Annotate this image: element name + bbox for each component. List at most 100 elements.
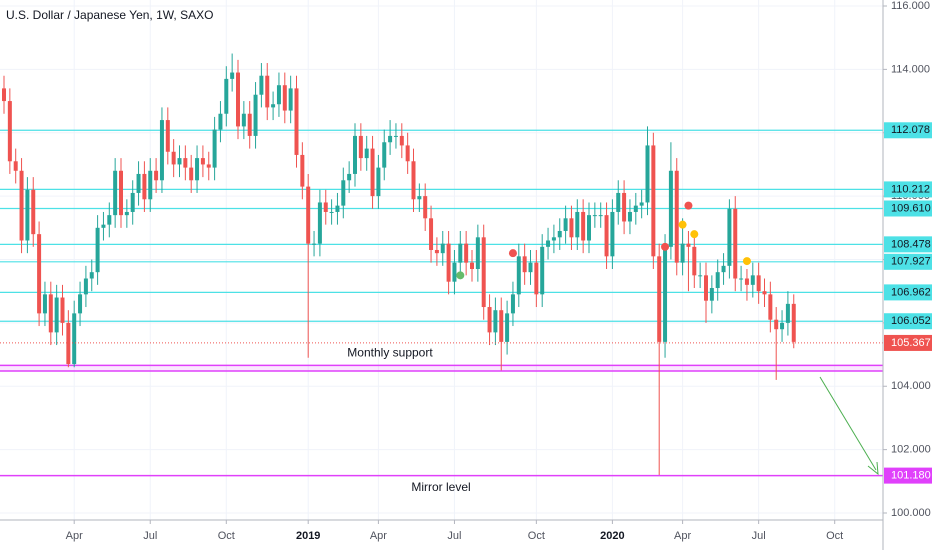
- candle-body: [668, 170, 673, 247]
- last-price-tag: [884, 334, 932, 351]
- candle-body: [218, 113, 223, 130]
- candle-body: [107, 215, 112, 225]
- candle-body: [230, 72, 235, 79]
- level-label: 108.478: [891, 238, 931, 250]
- x-tick-label: 2019: [296, 530, 320, 542]
- candle-body: [177, 158, 182, 165]
- candle-body: [622, 192, 627, 222]
- candle-body: [674, 170, 679, 263]
- x-tick-label: Jul: [447, 530, 461, 542]
- candle-body: [7, 101, 12, 162]
- candle-body: [288, 88, 293, 111]
- candle-body: [19, 170, 24, 241]
- candle-body: [557, 230, 562, 238]
- level-label: 112.078: [891, 124, 930, 136]
- candle-body: [376, 167, 381, 197]
- candle-body: [458, 243, 463, 263]
- candle-body: [183, 158, 188, 168]
- candle-body: [785, 303, 790, 323]
- event-marker: [684, 201, 693, 210]
- candle-body: [136, 173, 141, 193]
- candle-body: [633, 205, 638, 212]
- event-marker: [678, 220, 687, 229]
- candle-body: [551, 237, 556, 241]
- y-tick-label: 104.000: [891, 380, 931, 392]
- level-tag: [884, 284, 932, 301]
- level-label: 109.610: [891, 202, 931, 214]
- candle-body: [124, 211, 129, 216]
- candle-body: [130, 192, 135, 212]
- candle-body: [434, 249, 439, 254]
- candle-body: [762, 291, 767, 295]
- candle-body: [364, 148, 369, 159]
- candle-body: [493, 310, 498, 333]
- level-tag: [884, 181, 932, 198]
- candle-body: [253, 94, 258, 136]
- candle-body: [540, 246, 545, 295]
- candle-body: [265, 75, 270, 108]
- candle-body: [627, 211, 632, 222]
- candle-body: [727, 208, 732, 266]
- candle-body: [756, 275, 761, 292]
- candle-body: [581, 211, 586, 241]
- candle-body: [744, 278, 749, 285]
- candle-body: [294, 88, 299, 155]
- candle-body: [411, 161, 416, 200]
- candle-body: [569, 218, 574, 238]
- candle-body: [651, 145, 656, 257]
- x-tick-label: 2020: [600, 530, 624, 542]
- candle-body: [300, 154, 305, 187]
- candle-body: [382, 142, 387, 168]
- candle-body: [575, 211, 580, 238]
- candle-body: [534, 262, 539, 295]
- candle-body: [37, 234, 42, 314]
- level-tag: [884, 122, 932, 139]
- level-tag: [884, 200, 932, 217]
- candle-body: [592, 215, 597, 217]
- candle-body: [60, 297, 65, 323]
- candle-body: [142, 173, 147, 200]
- candle-body: [282, 85, 287, 111]
- level-tag: [884, 236, 932, 253]
- level-tag: [884, 313, 932, 330]
- candle-body: [113, 170, 118, 216]
- candle-body: [604, 215, 609, 257]
- candle-body: [698, 275, 703, 277]
- candle-body: [610, 211, 615, 257]
- support-band-label: Monthly support: [347, 346, 433, 360]
- level-tag: [884, 253, 932, 270]
- x-tick-label: Oct: [218, 530, 235, 542]
- support-band: [0, 365, 883, 372]
- candle-body: [335, 205, 340, 212]
- candle-body: [704, 275, 708, 301]
- candle-body: [470, 262, 474, 270]
- candle-body: [499, 310, 504, 342]
- candle-body: [72, 313, 77, 365]
- candle-body: [528, 262, 533, 273]
- candle-body: [598, 215, 603, 217]
- candle-body: [159, 120, 164, 181]
- last-price-label: 105.367: [891, 337, 931, 349]
- candle-body: [750, 275, 755, 285]
- candle-body: [200, 158, 205, 165]
- chart-title: U.S. Dollar / Japanese Yen, 1W, SAXO: [6, 8, 213, 22]
- event-marker: [742, 257, 751, 266]
- x-tick-label: Apr: [66, 530, 83, 542]
- candle-body: [206, 164, 211, 168]
- candle-body: [236, 72, 240, 127]
- y-tick-label: 114.000: [891, 63, 930, 75]
- candle-body: [505, 313, 510, 342]
- candle-body: [323, 202, 328, 212]
- event-marker: [661, 242, 670, 251]
- level-label: 110.212: [891, 183, 930, 195]
- axes: 100.000102.000104.000106.000108.000110.0…: [66, 0, 932, 542]
- candle-body: [429, 218, 434, 250]
- candle-body: [481, 237, 486, 308]
- x-tick-label: Oct: [528, 530, 545, 542]
- mirror-tag: [884, 467, 932, 484]
- candle-body: [271, 104, 276, 108]
- y-tick-label: 100.000: [891, 507, 931, 519]
- candle-body: [89, 272, 94, 279]
- candle-body: [119, 170, 123, 216]
- candle-body: [423, 196, 428, 219]
